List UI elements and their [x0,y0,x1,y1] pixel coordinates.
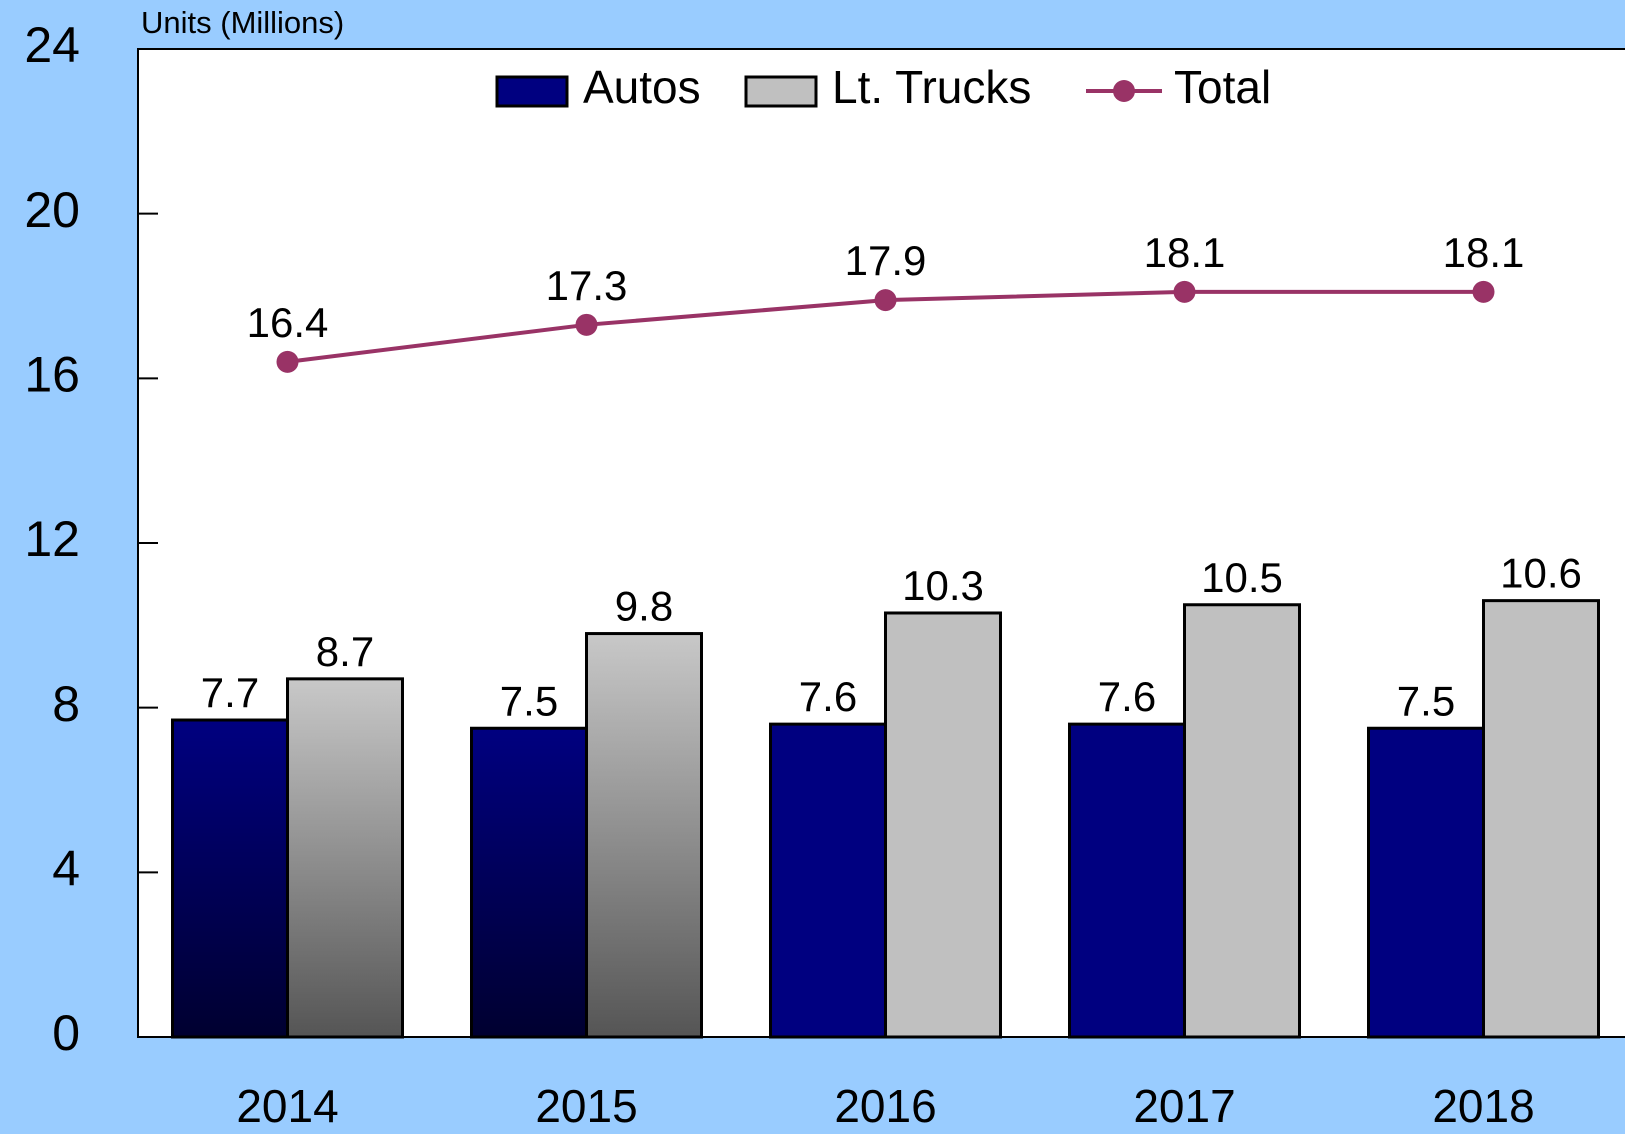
bar [1068,722,1186,1039]
data-label: 7.5 [1397,677,1455,724]
bar [171,718,289,1039]
data-label: 7.6 [1098,673,1156,720]
point [276,350,299,373]
x-tick-label: 2017 [1133,1080,1235,1132]
bar [286,677,404,1039]
y-tick-label: 12 [24,511,80,567]
y-tick-label: 24 [24,17,80,73]
x-tick-label: 2016 [834,1080,936,1132]
legend-label: Total [1174,61,1271,113]
data-label: 10.6 [1500,550,1582,597]
legend-label: Autos [583,61,701,113]
data-label: 9.8 [615,583,673,630]
data-label: 17.3 [546,262,628,309]
x-tick-label: 2018 [1432,1080,1534,1132]
legend-swatch [1113,80,1135,102]
x-tick-label: 2014 [236,1080,338,1132]
bar [470,726,588,1039]
point [575,313,598,336]
legend-swatch [495,75,569,108]
data-label: 16.4 [247,299,329,346]
bar [1367,726,1485,1039]
bar [585,632,703,1039]
data-label: 7.5 [500,677,558,724]
point [1173,280,1196,303]
y-tick-label: 8 [52,676,80,732]
point [1472,280,1495,303]
legend-label: Lt. Trucks [832,61,1031,113]
data-label: 10.3 [902,562,984,609]
y-tick-label: 4 [52,841,80,897]
point [874,289,897,312]
data-label: 18.1 [1443,229,1525,276]
bar [769,722,887,1039]
data-label: 18.1 [1144,229,1226,276]
y-tick-label: 0 [52,1005,80,1061]
bar [1183,603,1301,1039]
x-tick-label: 2015 [535,1080,637,1132]
y-tick-label: 20 [24,182,80,238]
y-axis-label: Units (Millions) [141,5,344,40]
data-label: 7.7 [201,669,259,716]
y-tick-label: 16 [24,347,80,403]
legend-swatch [744,75,818,108]
bar [1482,599,1600,1039]
bar [884,611,1002,1039]
data-label: 17.9 [845,237,927,284]
data-label: 10.5 [1201,554,1283,601]
data-label: 8.7 [316,628,374,675]
data-label: 7.6 [799,673,857,720]
